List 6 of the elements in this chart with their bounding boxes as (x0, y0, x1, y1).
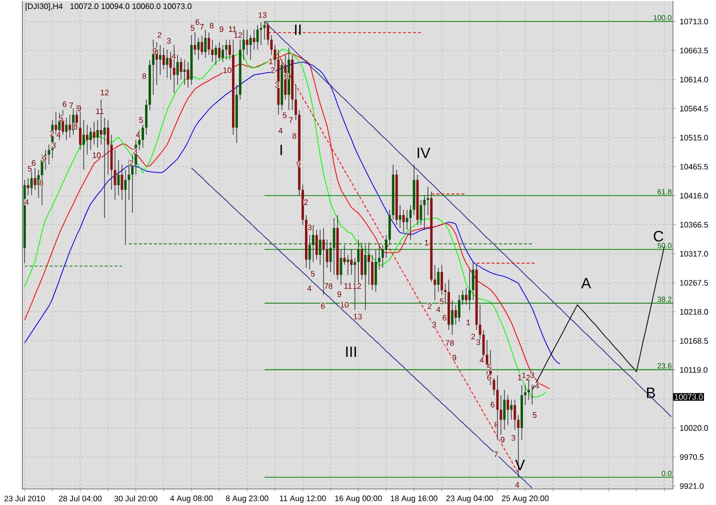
annotation: A (581, 278, 592, 288)
annotation: B (646, 388, 655, 398)
annotation: I (280, 144, 282, 156)
annotation: III (346, 346, 356, 357)
annotation: C (654, 230, 664, 242)
annotation: IV (418, 148, 430, 158)
